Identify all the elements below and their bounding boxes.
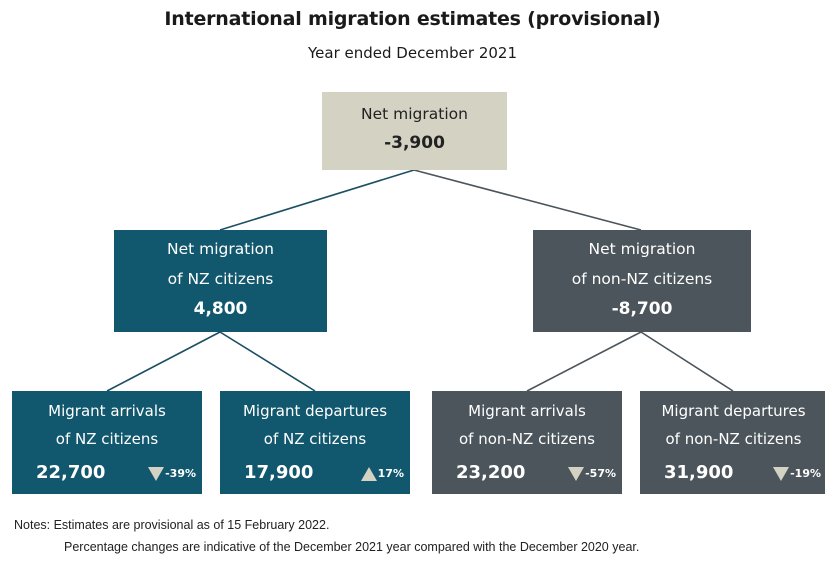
triangle-down-icon	[148, 467, 165, 481]
leaf-value: 31,900	[664, 462, 734, 483]
connector-root-nz	[219, 169, 415, 231]
diagram-title: International migration estimates (provi…	[164, 8, 661, 30]
change-percent: 17%	[377, 467, 404, 480]
leaf-label-1: Migrant arrivals	[468, 402, 586, 420]
change-percent: -39%	[165, 467, 196, 480]
notes: Notes: Estimates are provisional as of 1…	[14, 518, 639, 554]
change-percent: -19%	[790, 467, 821, 480]
non-nz-citizens-label-2: of non-NZ citizens	[571, 270, 713, 288]
change-indicator: -57%	[568, 464, 616, 484]
connector-nonnz-arrivals	[526, 331, 642, 392]
non-nz-citizens-value: -8,700	[611, 299, 673, 319]
leaf-label-2: of NZ citizens	[263, 430, 367, 448]
nz-citizens-label-1: Net migration	[167, 240, 274, 258]
triangle-down-icon	[568, 467, 585, 481]
non-nz-citizens-label-1: Net migration	[588, 240, 696, 258]
nz-citizens-label-2: of NZ citizens	[167, 270, 274, 288]
change-indicator: -39%	[148, 464, 196, 484]
triangle-up-icon	[360, 467, 377, 481]
nz-citizens-box: Net migration of NZ citizens 4,800	[114, 230, 327, 332]
net-migration-box: Net migration -3,900	[322, 92, 507, 170]
connector-nz-arrivals	[106, 331, 221, 392]
notes-line-1: Notes: Estimates are provisional as of 1…	[14, 518, 330, 532]
triangle-down-icon	[773, 467, 790, 481]
change-percent: -57%	[585, 467, 616, 480]
diagram-subtitle: Year ended December 2021	[307, 44, 518, 62]
leaf-label-2: of non-NZ citizens	[459, 430, 595, 448]
non-nz-departures-box: Migrant departures of non-NZ citizens 31…	[640, 391, 825, 494]
connector-nonnz-departures	[640, 331, 734, 392]
leaf-value: 22,700	[36, 462, 106, 483]
leaf-value: 17,900	[244, 462, 314, 483]
nz-departures-box: Migrant departures of NZ citizens 17,900…	[220, 391, 410, 494]
leaf-label-1: Migrant departures	[661, 402, 806, 420]
nz-arrivals-box: Migrant arrivals of NZ citizens 22,700 -…	[12, 391, 202, 494]
change-indicator: 17%	[360, 464, 404, 484]
non-nz-arrivals-box: Migrant arrivals of non-NZ citizens 23,2…	[432, 391, 622, 494]
leaf-label-1: Migrant departures	[242, 402, 388, 420]
nz-citizens-value: 4,800	[193, 299, 248, 319]
notes-line-2: Percentage changes are indicative of the…	[64, 540, 640, 554]
leaf-label-2: of non-NZ citizens	[665, 430, 802, 448]
leaf-value: 23,200	[456, 462, 526, 483]
connector-root-nonnz	[413, 169, 642, 231]
net-migration-label: Net migration	[361, 105, 468, 123]
change-indicator: -19%	[773, 464, 821, 484]
leaf-label-2: of NZ citizens	[55, 430, 159, 448]
leaf-label-1: Migrant arrivals	[48, 402, 166, 420]
connector-nz-departures	[219, 331, 316, 392]
non-nz-citizens-box: Net migration of non-NZ citizens -8,700	[533, 230, 751, 332]
net-migration-value: -3,900	[384, 133, 445, 153]
